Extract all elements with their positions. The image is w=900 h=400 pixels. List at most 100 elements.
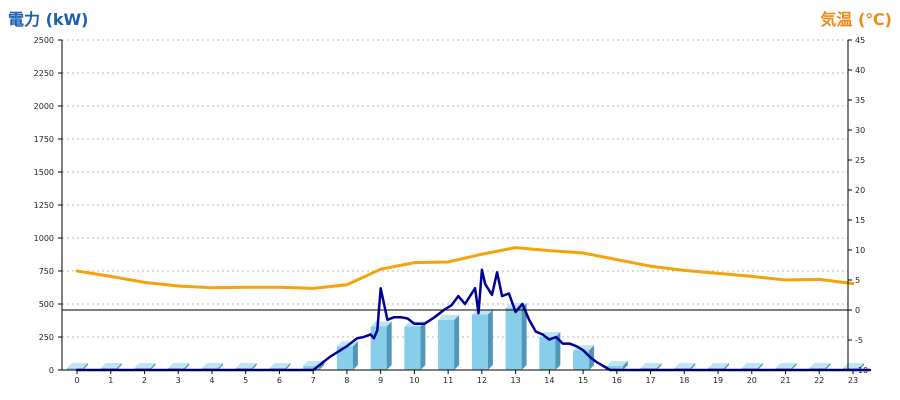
right-tick-label: -10: [855, 366, 868, 375]
right-tick-label: 10: [855, 246, 865, 255]
bar-top: [269, 363, 291, 369]
bar-side: [352, 341, 358, 370]
x-tick-label: 5: [243, 376, 248, 385]
bar-front: [67, 368, 83, 370]
bar-side: [690, 363, 696, 370]
bar-top: [640, 363, 662, 369]
bar-side: [116, 363, 122, 370]
bar-side: [420, 321, 426, 370]
left-tick-label: 500: [39, 300, 54, 309]
x-tick-label: 7: [311, 376, 316, 385]
left-tick-label: 1500: [34, 168, 54, 177]
bar-8: [336, 341, 358, 370]
bar-side: [521, 302, 527, 370]
x-tick-label: 13: [511, 376, 521, 385]
bar-side: [217, 363, 223, 370]
left-tick-label: 2500: [34, 36, 54, 45]
right-tick-label: 0: [855, 306, 860, 315]
bar-side: [724, 363, 730, 370]
bar-top: [708, 363, 730, 369]
bar-top: [201, 363, 223, 369]
bar-12: [471, 309, 493, 370]
left-tick-label: 1000: [34, 234, 54, 243]
bar-10: [404, 321, 426, 370]
x-tick-label: 18: [679, 376, 689, 385]
bars-layer: [67, 302, 864, 370]
right-tick-label: -5: [855, 336, 863, 345]
right-tick-label: 15: [855, 216, 865, 225]
grid-layer: [62, 39, 848, 338]
bar-side: [150, 363, 156, 370]
lines-layer: [75, 246, 872, 372]
bar-front: [303, 366, 320, 370]
x-tick-label: 8: [344, 376, 349, 385]
bar-top: [606, 361, 628, 367]
left-tick-label: 1750: [34, 135, 54, 144]
right-tick-label: 35: [855, 96, 865, 105]
x-tick-label: 14: [544, 376, 554, 385]
right-tick-label: 45: [855, 36, 865, 45]
bar-front: [606, 366, 623, 370]
left-tick-label: 2250: [34, 69, 54, 78]
power-line: [75, 268, 872, 372]
bar-side: [83, 363, 88, 370]
bar-side: [622, 361, 628, 370]
bar-top: [438, 314, 460, 320]
bar-16: [606, 361, 628, 370]
x-tick-label: 2: [142, 376, 147, 385]
x-tick-label: 6: [277, 376, 282, 385]
x-tick-label: 17: [645, 376, 655, 385]
x-tick-label: 23: [848, 376, 858, 385]
x-tick-label: 15: [578, 376, 588, 385]
x-tick-label: 1: [108, 376, 113, 385]
bar-front: [471, 314, 488, 370]
bar-side: [757, 363, 763, 370]
bar-side: [386, 321, 392, 370]
left-axis-title: 電力 (kW): [8, 10, 89, 29]
right-axis-title: 気温 (℃): [820, 10, 892, 29]
bar-9: [370, 321, 392, 370]
right-tick-label: 30: [855, 126, 865, 135]
bar-0: [67, 363, 88, 370]
x-tick-label: 9: [378, 376, 383, 385]
bar-top: [775, 363, 797, 369]
bar-top: [235, 363, 257, 369]
left-tick-label: 0: [49, 366, 54, 375]
bar-front: [370, 326, 387, 370]
x-tick-label: 12: [477, 376, 487, 385]
right-tick-label: 5: [855, 276, 860, 285]
bar-side: [487, 309, 493, 370]
bar-top: [674, 363, 696, 369]
bar-side: [251, 363, 257, 370]
bar-side: [285, 363, 291, 370]
x-tick-label: 10: [409, 376, 419, 385]
ticks-layer: 02505007501000125015001750200022502500-1…: [34, 36, 868, 385]
temperature-line: [75, 246, 855, 290]
bar-top: [168, 363, 190, 369]
x-tick-label: 19: [713, 376, 723, 385]
bar-front: [539, 337, 556, 370]
left-tick-label: 2000: [34, 102, 54, 111]
bar-front: [438, 319, 455, 370]
bar-front: [505, 307, 522, 370]
x-tick-label: 0: [74, 376, 79, 385]
bar-top: [100, 363, 122, 369]
bar-side: [825, 363, 831, 370]
x-tick-label: 4: [209, 376, 214, 385]
left-tick-label: 250: [39, 333, 54, 342]
axes-layer: [61, 40, 849, 371]
bar-front: [573, 350, 590, 370]
left-tick-label: 1250: [34, 201, 54, 210]
x-tick-label: 11: [443, 376, 453, 385]
bar-top: [67, 363, 88, 369]
right-tick-label: 25: [855, 156, 865, 165]
bar-side: [791, 363, 797, 370]
bar-side: [184, 363, 190, 370]
bar-top: [370, 321, 392, 327]
left-tick-label: 750: [39, 267, 54, 276]
bar-top: [741, 363, 763, 369]
x-tick-label: 21: [780, 376, 790, 385]
bar-top: [809, 363, 831, 369]
x-tick-label: 22: [814, 376, 824, 385]
